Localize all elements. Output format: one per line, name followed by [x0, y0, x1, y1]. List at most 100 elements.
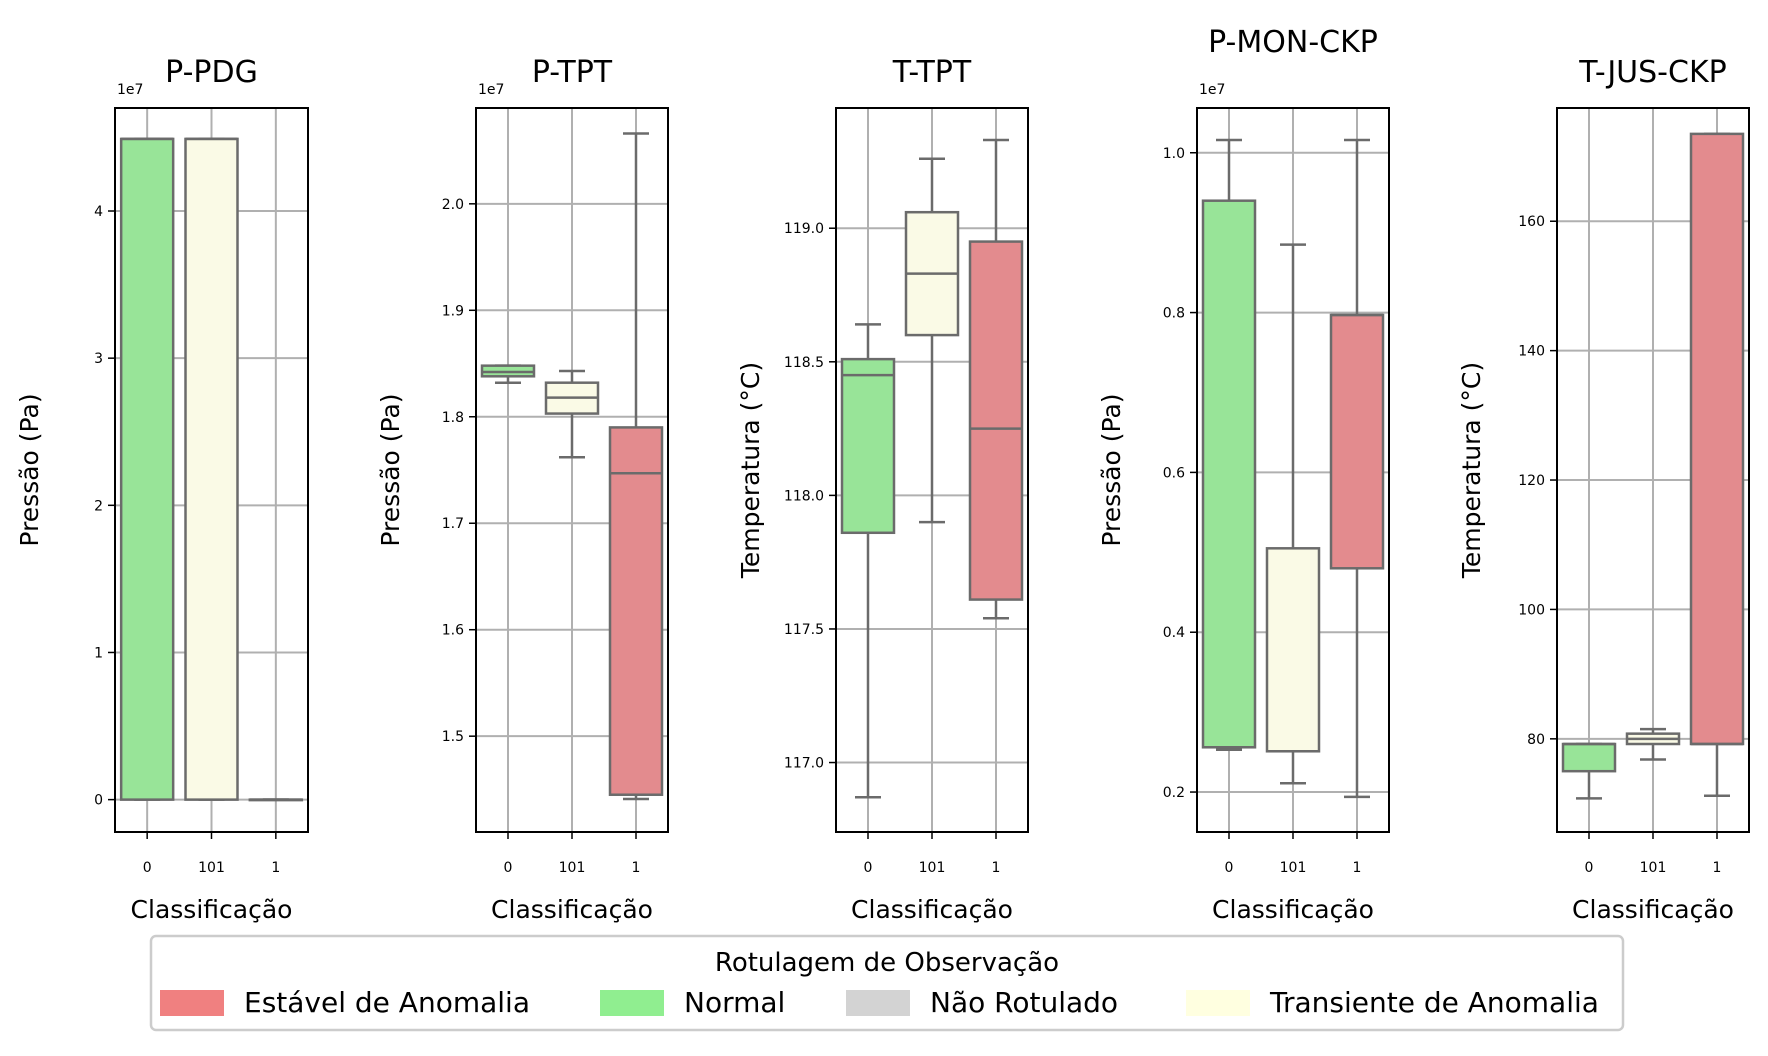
legend-swatch-normal — [600, 990, 664, 1016]
y-tick-label: 4 — [94, 204, 103, 220]
box-normal — [480, 364, 536, 384]
x-tick-label: 0 — [143, 860, 152, 876]
y-tick-label: 1.0 — [1163, 146, 1185, 162]
y-tick-label: 1.7 — [442, 516, 464, 532]
y-axis-label: Temperatura (°C) — [736, 362, 765, 579]
chart-title: P-TPT — [532, 55, 613, 90]
x-axis-label: Classificação — [1572, 895, 1734, 924]
legend-swatch-unlabeled — [846, 990, 910, 1016]
x-tick-label: 1 — [1353, 860, 1362, 876]
y-tick-label: 0.4 — [1163, 625, 1185, 641]
x-tick-label: 1 — [992, 860, 1001, 876]
y-tick-label: 160 — [1518, 214, 1545, 230]
x-tick-label: 101 — [198, 860, 225, 876]
y-tick-label: 120 — [1518, 473, 1545, 489]
box-normal — [1201, 138, 1257, 751]
chart-panel-p-tpt: 1.5 1.6 1.7 1.8 1.9 2.0 0 101 1 P-TPT 1e7 Classific… — [376, 55, 669, 924]
box-body — [1689, 132, 1745, 746]
legend: Rotulagem de Observação Estável de Anoma… — [149, 934, 1625, 1032]
box-body — [184, 137, 239, 801]
x-tick-label: 0 — [1225, 860, 1234, 876]
y-axis-label: Pressão (Pa) — [15, 393, 44, 546]
x-axis-label: Classificação — [851, 895, 1013, 924]
legend-swatch-stable — [160, 990, 224, 1016]
y-tick-label: 1.6 — [442, 623, 464, 639]
y-tick-label: 119.0 — [784, 221, 824, 237]
y-axis-label: Pressão (Pa) — [1097, 393, 1126, 546]
y-tick-label: 0.8 — [1163, 306, 1185, 322]
y-tick-label: 1.8 — [442, 410, 464, 426]
legend-title: Rotulagem de Observação — [715, 948, 1059, 978]
legend-swatch-transient — [1186, 990, 1250, 1016]
chart-panel-t-tpt: 117.0 117.5 118.0 118.5 119.0 0 101 1 T-TPT Class… — [736, 55, 1029, 924]
axis-multiplier: 1e7 — [478, 82, 504, 98]
y-tick-label: 2.0 — [442, 197, 464, 213]
legend-label-unlabeled: Não Rotulado — [930, 986, 1118, 1019]
box-normal — [840, 323, 896, 799]
box-body — [608, 426, 664, 796]
chart-title: T-TPT — [892, 55, 972, 90]
chart-panel-p-mon-ckp: 0.2 0.4 0.6 0.8 1.0 0 101 1 P-MON-CKP 1e7 Classifi… — [1097, 25, 1390, 924]
box-transient — [904, 157, 960, 524]
x-tick-label: 0 — [864, 860, 873, 876]
y-tick-label: 1 — [94, 645, 103, 661]
box-stable — [1689, 132, 1745, 798]
y-tick-label: 117.0 — [784, 756, 824, 772]
y-tick-label: 117.5 — [784, 622, 824, 638]
y-tick-label: 0.2 — [1163, 785, 1185, 801]
y-axis-label: Temperatura (°C) — [1457, 362, 1486, 579]
box-stable — [1329, 138, 1385, 799]
box-transient — [184, 137, 239, 801]
axis-multiplier: 1e7 — [1199, 82, 1225, 98]
x-tick-label: 101 — [559, 860, 586, 876]
chart-title: P-MON-CKP — [1208, 25, 1378, 60]
x-tick-label: 101 — [1280, 860, 1307, 876]
box-normal — [1561, 742, 1617, 800]
box-body — [1329, 313, 1385, 570]
chart-title: P-PDG — [165, 55, 258, 90]
y-tick-label: 1.5 — [442, 729, 464, 745]
y-tick-label: 118.5 — [784, 355, 824, 371]
y-axis-label: Pressão (Pa) — [376, 393, 405, 546]
chart-title: T-JUS-CKP — [1578, 55, 1726, 90]
y-tick-label: 3 — [94, 351, 103, 367]
box-stable — [608, 132, 664, 801]
x-tick-label: 101 — [919, 860, 946, 876]
x-tick-label: 1 — [632, 860, 641, 876]
box-transient — [1265, 243, 1321, 785]
y-tick-label: 2 — [94, 498, 103, 514]
box-transient — [544, 369, 600, 459]
chart-panel-p-pdg: 0 1 2 3 4 0 101 1 P-PDG 1e7 Classificação Pressão (… — [15, 55, 309, 924]
y-tick-label: 118.0 — [784, 488, 824, 504]
box-body — [1201, 199, 1257, 749]
y-tick-label: 100 — [1518, 602, 1545, 618]
legend-label-normal: Normal — [684, 986, 785, 1019]
axis-multiplier: 1e7 — [117, 82, 143, 98]
box-body — [968, 240, 1024, 601]
box-body — [1265, 547, 1321, 753]
y-tick-label: 1.9 — [442, 303, 464, 319]
x-tick-label: 1 — [271, 860, 280, 876]
y-tick-label: 0 — [94, 793, 103, 809]
box-stable — [968, 138, 1024, 620]
legend-label-stable: Estável de Anomalia — [244, 986, 530, 1019]
x-tick-label: 0 — [504, 860, 513, 876]
x-axis-label: Classificação — [491, 895, 653, 924]
box-body — [119, 137, 175, 801]
box-body — [840, 357, 896, 535]
box-transient — [1625, 727, 1681, 761]
x-axis-label: Classificação — [1212, 895, 1374, 924]
chart-panel-t-jus-ckp: 80 100 120 140 160 0 101 1 T-JUS-CKP Classificaçã… — [1457, 55, 1750, 924]
x-tick-label: 1 — [1713, 860, 1722, 876]
legend-label-transient: Transiente de Anomalia — [1269, 986, 1599, 1019]
legend-frame — [149, 934, 1625, 1032]
box-stable — [248, 798, 304, 802]
box-normal — [119, 137, 175, 801]
x-axis-label: Classificação — [131, 895, 293, 924]
y-tick-label: 0.6 — [1163, 465, 1185, 481]
y-tick-label: 140 — [1518, 344, 1545, 360]
x-tick-label: 0 — [1585, 860, 1594, 876]
x-tick-label: 101 — [1640, 860, 1667, 876]
